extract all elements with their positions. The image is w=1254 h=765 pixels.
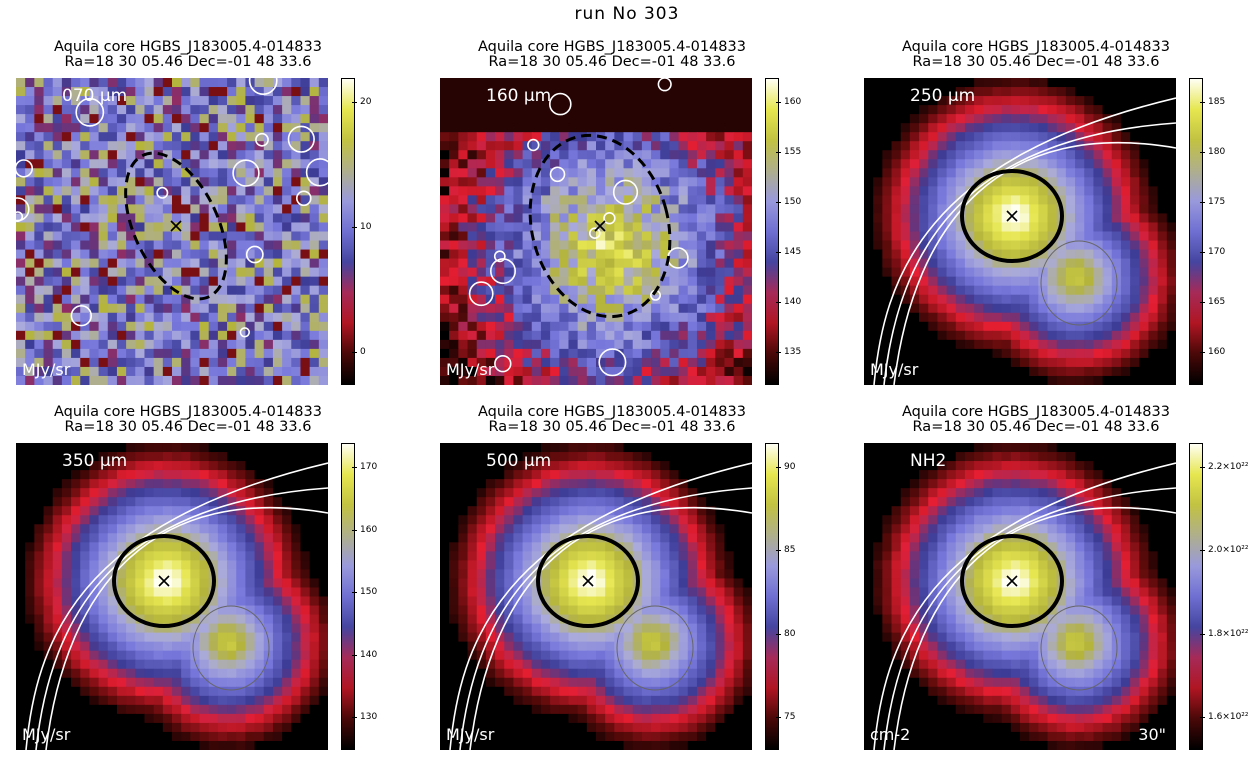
colorbar: [341, 443, 355, 750]
colorbar-tick-label: 150: [360, 587, 377, 597]
colorbar-ticks: 170 160 150 140 130: [360, 443, 408, 750]
panel-title-line2: Ra=18 30 05.46 Dec=-01 48 33.6: [432, 420, 792, 435]
colorbar-tick-label: 170: [360, 462, 377, 472]
panel-title-line1: Aquila core HGBS_J183005.4-014833: [856, 405, 1216, 420]
panel-title-line2: Ra=18 30 05.46 Dec=-01 48 33.6: [856, 55, 1216, 70]
band-label: 250 μm: [910, 86, 975, 106]
panel-title-line2: Ra=18 30 05.46 Dec=-01 48 33.6: [8, 420, 368, 435]
figure-title: run No 303: [0, 4, 1254, 24]
panel-title-line1: Aquila core HGBS_J183005.4-014833: [8, 405, 368, 420]
panel-title-line2: Ra=18 30 05.46 Dec=-01 48 33.6: [8, 55, 368, 70]
colorbar-ticks: 20 10 0: [360, 78, 408, 385]
panel-title-line1: Aquila core HGBS_J183005.4-014833: [432, 405, 792, 420]
intensity-pixels: [16, 78, 328, 385]
unit-label: MJy/sr: [446, 725, 494, 744]
band-label: 160 μm: [486, 86, 551, 106]
colorbar-tick-label: 2.2×10²²: [1208, 462, 1249, 472]
colorbar-tick-label: 175: [1208, 197, 1225, 207]
colorbar-tick-label: 165: [1208, 297, 1225, 307]
panel-title-line2: Ra=18 30 05.46 Dec=-01 48 33.6: [856, 420, 1216, 435]
colorbar-tick-label: 140: [360, 650, 377, 660]
intensity-pixels: [864, 443, 1176, 750]
colorbar: [1189, 78, 1203, 385]
colorbar-tick-label: 20: [360, 97, 371, 107]
colorbar-tick-label: 150: [784, 197, 801, 207]
intensity-pixels: [440, 443, 752, 750]
intensity-map: 250 μm MJy/sr: [864, 78, 1176, 385]
band-label: 500 μm: [486, 451, 551, 471]
colorbar-tick-label: 140: [784, 297, 801, 307]
colorbar-tick-label: 155: [784, 147, 801, 157]
colorbar-tick-label: 1.6×10²²: [1208, 712, 1249, 722]
intensity-map: 070 μm MJy/sr: [16, 78, 328, 385]
intensity-pixels: [864, 78, 1176, 385]
colorbar-tick-label: 180: [1208, 147, 1225, 157]
colorbar: [341, 78, 355, 385]
colorbar-ticks: 2.2×10²² 2.0×10²² 1.8×10²² 1.6×10²²: [1208, 443, 1254, 750]
colorbar-ticks: 90 85 80 75: [784, 443, 832, 750]
colorbar-tick-label: 135: [784, 347, 801, 357]
colorbar: [1189, 443, 1203, 750]
colorbar-tick-label: 90: [784, 462, 795, 472]
colorbar-ticks: 160 155 150 145 140 135: [784, 78, 832, 385]
colorbar-tick-label: 160: [784, 97, 801, 107]
panel-title-line1: Aquila core HGBS_J183005.4-014833: [856, 40, 1216, 55]
colorbar-tick-label: 0: [360, 347, 366, 357]
intensity-pixels: [16, 443, 328, 750]
panel-title-line1: Aquila core HGBS_J183005.4-014833: [8, 40, 368, 55]
intensity-map: 160 μm MJy/sr: [440, 78, 752, 385]
colorbar-tick-label: 170: [1208, 247, 1225, 257]
panel-title-line2: Ra=18 30 05.46 Dec=-01 48 33.6: [432, 55, 792, 70]
beam-label: 30": [1138, 725, 1166, 744]
intensity-map: 350 μm MJy/sr: [16, 443, 328, 750]
intensity-map: 500 μm MJy/sr: [440, 443, 752, 750]
colorbar-tick-label: 160: [1208, 347, 1225, 357]
colorbar-tick-label: 80: [784, 629, 795, 639]
unit-label: MJy/sr: [22, 360, 70, 379]
colorbar: [765, 443, 779, 750]
intensity-map: NH2 cm-2 30": [864, 443, 1176, 750]
colorbar-ticks: 185 180 175 170 165 160: [1208, 78, 1254, 385]
unit-label: MJy/sr: [446, 360, 494, 379]
colorbar-tick-label: 130: [360, 712, 377, 722]
colorbar-tick-label: 85: [784, 545, 795, 555]
colorbar-tick-label: 145: [784, 247, 801, 257]
panel-title-line1: Aquila core HGBS_J183005.4-014833: [432, 40, 792, 55]
colorbar-tick-label: 185: [1208, 97, 1225, 107]
colorbar-tick-label: 75: [784, 712, 795, 722]
unit-label: MJy/sr: [22, 725, 70, 744]
intensity-pixels: [440, 78, 752, 385]
colorbar-tick-label: 2.0×10²²: [1208, 545, 1249, 555]
colorbar-tick-label: 160: [360, 525, 377, 535]
colorbar-tick-label: 10: [360, 222, 371, 232]
unit-label: cm-2: [870, 725, 910, 744]
unit-label: MJy/sr: [870, 360, 918, 379]
band-label: 070 μm: [62, 86, 127, 106]
colorbar: [765, 78, 779, 385]
colorbar-tick-label: 1.8×10²²: [1208, 629, 1249, 639]
band-label: 350 μm: [62, 451, 127, 471]
band-label: NH2: [910, 451, 946, 471]
